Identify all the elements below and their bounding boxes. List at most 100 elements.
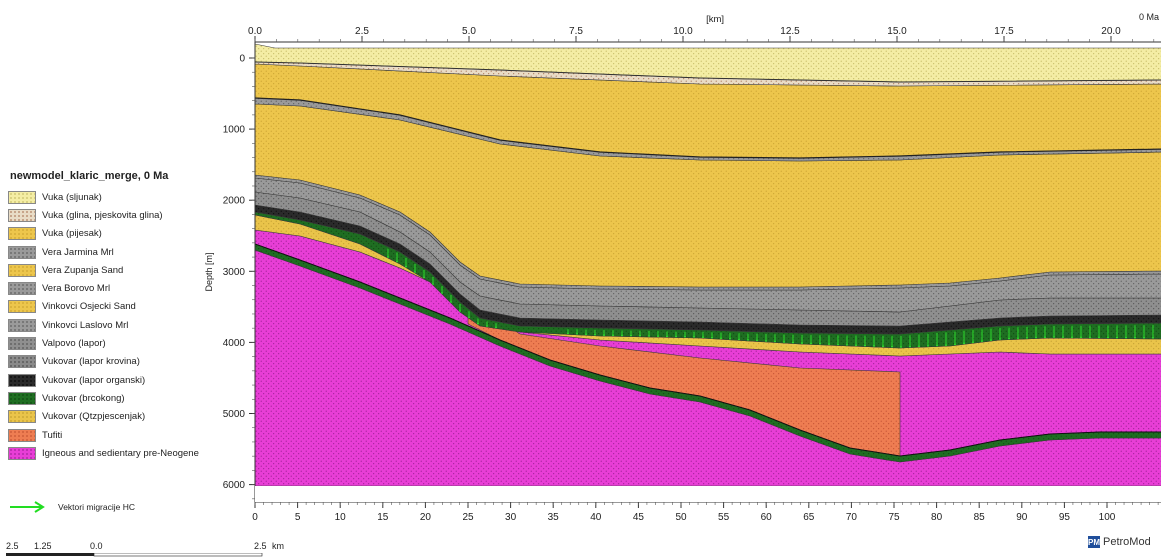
- legend-swatch: [8, 300, 36, 314]
- legend-swatch: [8, 190, 36, 204]
- legend-label: Vinkovci Osjecki Sand: [42, 301, 136, 313]
- legend-item: Vuka (glina, pjeskovita glina): [8, 206, 238, 224]
- bottom-tick-label: 80: [931, 512, 943, 523]
- time-label: 0 Ma: [1139, 12, 1159, 22]
- top-tick-label: 15.0: [887, 26, 907, 37]
- bottom-tick-label: 25: [462, 512, 474, 523]
- legend-swatch: [8, 428, 36, 442]
- top-tick-label: 12.5: [780, 26, 800, 37]
- top-tick-label: 17.5: [994, 26, 1014, 37]
- bottom-tick-label: 70: [846, 512, 858, 523]
- bottom-tick-label: 65: [803, 512, 815, 523]
- legend-label: Vuka (glina, pjeskovita glina): [42, 209, 163, 221]
- bottom-tick-label: 40: [590, 512, 602, 523]
- lithology-layer: [255, 214, 1161, 357]
- depth-tick-label: 0: [239, 54, 245, 65]
- bottom-tick-label: 95: [1059, 512, 1071, 523]
- lithology-layer: [255, 243, 1161, 457]
- legend-swatch: [8, 446, 36, 460]
- bottom-tick-label: 30: [505, 512, 517, 523]
- lithology-layer: [255, 97, 1161, 162]
- top-tick-label: 20.0: [1101, 26, 1121, 37]
- brand-name: PetroMod: [1103, 536, 1151, 548]
- top-tick-label: 2.5: [355, 26, 369, 37]
- bottom-tick-label: 75: [888, 512, 900, 523]
- legend-item: Vera Borovo Mrl: [8, 279, 238, 297]
- lithology-layer: [255, 43, 1161, 83]
- bottom-tick-label: 0: [252, 512, 258, 523]
- legend-label: Vinkovci Laslovo Mrl: [42, 319, 129, 331]
- legend-swatch: [8, 282, 36, 296]
- lithology-layer: [255, 211, 1161, 349]
- bottom-tick-label: 60: [761, 512, 773, 523]
- legend-label: Valpovo (lapor): [42, 338, 106, 350]
- scale-bar-graphic: [6, 553, 263, 557]
- legend-item: Vukovar (brcokong): [8, 389, 238, 407]
- section-layers: [255, 43, 1161, 487]
- legend-swatch: [8, 355, 36, 369]
- legend-swatch: [8, 227, 36, 241]
- legend-item: Vera Zupanja Sand: [8, 261, 238, 279]
- legend-swatch: [8, 391, 36, 405]
- bottom-tick-label: 100: [1099, 512, 1116, 523]
- legend-item: Vuka (pijesak): [8, 225, 238, 243]
- lithology-layer: [255, 191, 1161, 327]
- legend-swatch: [8, 318, 36, 332]
- legend-item: Valpovo (lapor): [8, 334, 238, 352]
- legend-item: Vinkovci Osjecki Sand: [8, 298, 238, 316]
- legend-item: Vukovar (lapor organski): [8, 371, 238, 389]
- top-tick-label: 5.0: [462, 26, 476, 37]
- legend-swatch: [8, 337, 36, 351]
- top-tick-label: 0.0: [248, 26, 262, 37]
- bottom-tick-label: 85: [974, 512, 986, 523]
- lithology-layer: [255, 204, 1161, 335]
- bottom-tick-label: 35: [548, 512, 560, 523]
- lithology-layer: [255, 243, 1161, 463]
- legend-title: newmodel_klaric_merge, 0 Ma: [10, 170, 169, 182]
- scale-label: 2.5: [6, 541, 19, 551]
- bottom-tick-label: 50: [675, 512, 687, 523]
- bottom-tick-label: 20: [420, 512, 432, 523]
- legend-label: Vera Jarmina Mrl: [42, 246, 114, 258]
- top-axis-unit: [km]: [706, 14, 724, 25]
- legend-label: Vukovar (brcokong): [42, 392, 125, 404]
- legend-item: Vera Jarmina Mrl: [8, 243, 238, 261]
- legend-item: Vukovar (lapor krovina): [8, 353, 238, 371]
- lithology-layer: [255, 174, 1161, 291]
- legend-swatch: [8, 263, 36, 277]
- lithology-layer: [467, 299, 901, 457]
- legend-list: Vuka (sljunak) Vuka (glina, pjeskovita gl…: [8, 188, 238, 462]
- scale-label: km: [272, 541, 284, 551]
- depth-tick-label: 6000: [223, 480, 246, 491]
- lithology-layer: [255, 103, 1161, 288]
- lithology-layer: [255, 61, 1161, 87]
- migration-vectors: [387, 248, 1154, 348]
- bottom-tick-label: 5: [295, 512, 301, 523]
- top-tick-label: 10.0: [673, 26, 693, 37]
- scale-label: 2.5: [254, 541, 267, 551]
- petromod-logo: PM PetroMod: [1088, 536, 1151, 548]
- lithology-layer: [255, 177, 1161, 313]
- depth-tick-label: 1000: [223, 125, 246, 136]
- scale-label: 0.0: [90, 541, 103, 551]
- legend-panel: newmodel_klaric_merge, 0 Ma Vuka (sljuna…: [8, 170, 238, 462]
- bottom-tick-label: 45: [633, 512, 645, 523]
- legend-label: Vera Zupanja Sand: [42, 264, 124, 276]
- legend-label: Vukovar (Qtzpjescenjak): [42, 411, 146, 423]
- legend-label: Vuka (sljunak): [42, 191, 102, 203]
- lithology-layer: [255, 229, 1161, 457]
- lithology-layer: [255, 63, 1161, 159]
- bottom-tick-label: 90: [1016, 512, 1028, 523]
- legend-item: Tufiti: [8, 426, 238, 444]
- legend-label: Tufiti: [42, 429, 63, 441]
- legend-label: Vukovar (lapor krovina): [42, 356, 140, 368]
- legend-item: Vukovar (Qtzpjescenjak): [8, 408, 238, 426]
- bottom-tick-label: 10: [335, 512, 347, 523]
- legend-swatch: [8, 245, 36, 259]
- scale-bar: 2.5 1.25 0.0 2.5 km: [6, 541, 286, 557]
- top-tick-label: 7.5: [569, 26, 583, 37]
- legend-label: Igneous and sedientary pre-Neogene: [42, 447, 199, 459]
- green-arrow-icon: [10, 501, 45, 513]
- vector-legend: Vektori migracije HC: [8, 500, 135, 514]
- legend-item: Vinkovci Laslovo Mrl: [8, 316, 238, 334]
